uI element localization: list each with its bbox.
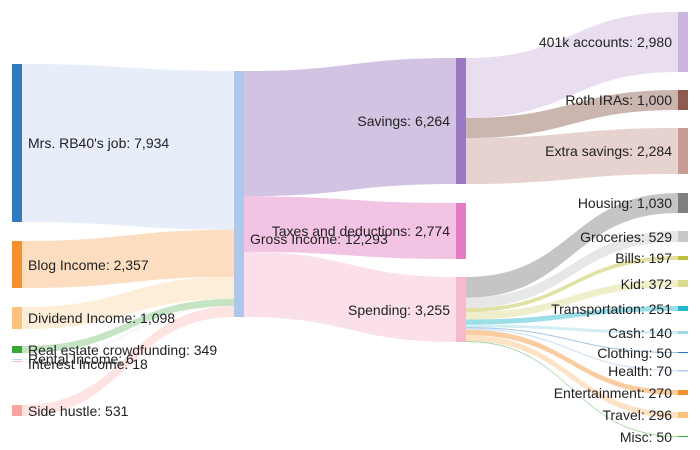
node-gross bbox=[234, 71, 244, 317]
node-label-tax: Taxes and deductions: 2,774 bbox=[271, 223, 450, 239]
link-spend-ent bbox=[466, 329, 678, 395]
link-spend-travel bbox=[466, 335, 678, 418]
node-side bbox=[12, 405, 22, 416]
link-spend-kid bbox=[466, 280, 678, 320]
link-div-gross bbox=[22, 276, 234, 329]
link-spend-housing bbox=[466, 193, 678, 298]
node-label-ent: Entertainment: 270 bbox=[553, 384, 672, 401]
node-tax bbox=[456, 203, 466, 259]
node-label-misc: Misc: 50 bbox=[619, 428, 672, 445]
node-cash bbox=[678, 331, 688, 334]
link-gross-spend bbox=[244, 251, 456, 342]
node-label-int: Interest Income: 18 bbox=[28, 355, 148, 372]
link-job-gross bbox=[22, 64, 234, 230]
link-sav-roth bbox=[466, 90, 678, 139]
node-groc bbox=[678, 231, 688, 242]
link-blog-gross bbox=[22, 229, 234, 288]
link-spend-cloth bbox=[466, 327, 678, 353]
link-int-gross bbox=[22, 306, 234, 362]
node-trans bbox=[678, 306, 688, 311]
sankey-links bbox=[22, 12, 678, 437]
node-blog bbox=[12, 241, 22, 288]
link-sav-k401 bbox=[466, 12, 678, 118]
node-label-groc: Groceries: 529 bbox=[580, 228, 672, 245]
node-label-kid: Kid: 372 bbox=[620, 275, 672, 292]
node-label-roth: Roth IRAs: 1,000 bbox=[565, 92, 672, 108]
link-gross-tax bbox=[244, 196, 456, 259]
node-housing bbox=[678, 193, 688, 213]
link-spend-health bbox=[466, 328, 678, 372]
node-label-spend: Spending: 3,255 bbox=[348, 301, 450, 318]
node-label-cash: Cash: 140 bbox=[608, 324, 672, 341]
link-spend-trans bbox=[466, 306, 678, 325]
link-side-gross bbox=[22, 306, 234, 416]
node-div bbox=[12, 307, 22, 329]
node-health bbox=[678, 370, 688, 372]
node-label-health: Health: 70 bbox=[608, 362, 672, 379]
node-bills bbox=[678, 256, 688, 260]
node-cloth bbox=[678, 352, 688, 353]
node-extra bbox=[678, 128, 688, 174]
node-label-div: Dividend Income: 1,098 bbox=[28, 310, 176, 326]
node-label-job: Mrs. RB40's job: 7,934 bbox=[28, 135, 170, 151]
node-label-sav: Savings: 6,264 bbox=[357, 113, 450, 129]
node-label-trans: Transportation: 251 bbox=[551, 300, 672, 317]
link-spend-groc bbox=[466, 231, 678, 309]
link-rent-gross bbox=[22, 305, 234, 360]
sankey-nodes bbox=[12, 12, 688, 437]
node-label-extra: Extra savings: 2,284 bbox=[545, 143, 672, 159]
node-label-cloth: Clothing: 50 bbox=[597, 344, 672, 361]
link-sav-extra bbox=[466, 128, 678, 184]
link-gross-sav bbox=[244, 58, 456, 197]
node-label-rent: Rental Income: 6 bbox=[28, 350, 134, 367]
node-label-blog: Blog Income: 2,357 bbox=[28, 256, 149, 273]
node-label-gross: Gross Income: 12,293 bbox=[250, 231, 388, 247]
node-ent bbox=[678, 390, 688, 395]
link-re-gross bbox=[22, 298, 234, 353]
node-label-housing: Housing: 1,030 bbox=[577, 195, 672, 211]
node-label-re: Real estate crowdfunding: 349 bbox=[28, 341, 218, 358]
node-label-bills: Bills: 197 bbox=[615, 250, 672, 266]
link-spend-cash bbox=[466, 324, 678, 334]
node-kid bbox=[678, 280, 688, 287]
link-spend-misc bbox=[466, 341, 678, 437]
node-travel bbox=[678, 412, 688, 418]
node-label-side: Side hustle: 531 bbox=[28, 402, 129, 419]
node-label-k401: 401k accounts: 2,980 bbox=[538, 34, 672, 50]
node-int bbox=[12, 361, 22, 362]
link-spend-bills bbox=[466, 256, 678, 313]
node-misc bbox=[678, 436, 688, 437]
node-k401 bbox=[678, 12, 688, 72]
node-sav bbox=[456, 58, 466, 184]
node-re bbox=[12, 346, 22, 353]
node-roth bbox=[678, 90, 688, 110]
node-job bbox=[12, 64, 22, 222]
node-spend bbox=[456, 277, 466, 342]
node-label-travel: Travel: 296 bbox=[602, 407, 672, 423]
node-rent bbox=[12, 359, 22, 360]
